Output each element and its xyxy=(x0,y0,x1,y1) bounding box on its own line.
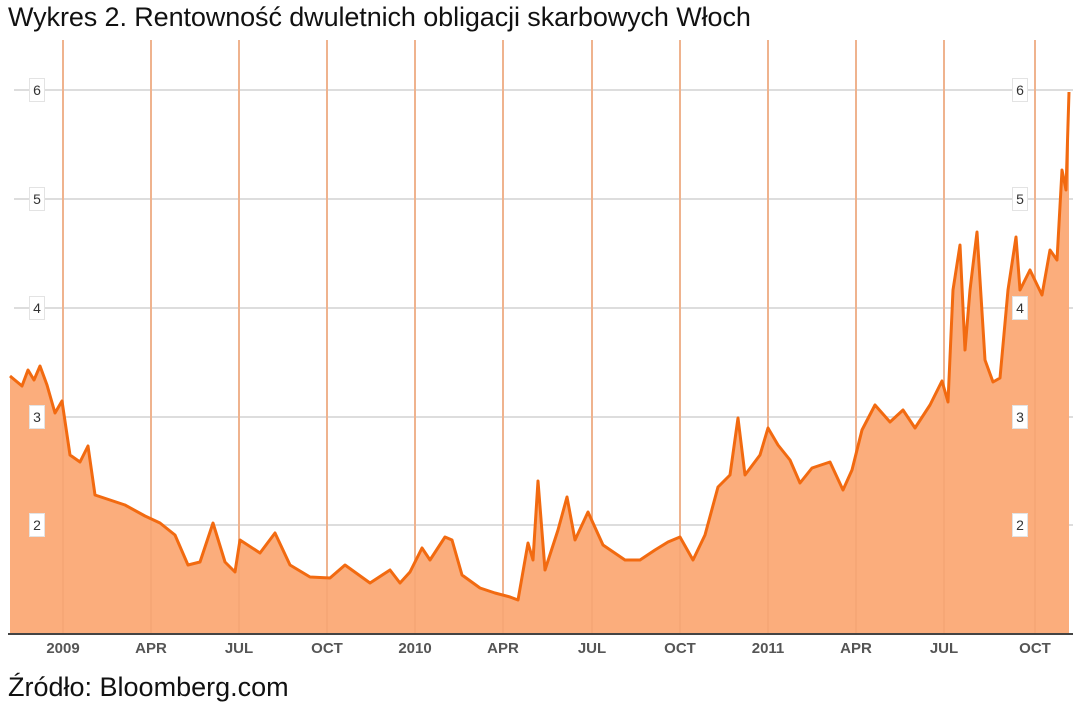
x-tick-label: APR xyxy=(840,640,872,657)
y-tick-label-left: 5 xyxy=(29,187,45,211)
x-tick-label: 2010 xyxy=(398,640,432,657)
y-tick-label-right: 5 xyxy=(1012,187,1028,211)
source-note: Źródło: Bloomberg.com xyxy=(8,672,289,702)
x-tick-label: OCT xyxy=(1019,640,1051,657)
y-tick-label-right: 2 xyxy=(1012,513,1028,537)
chart-title: Wykres 2. Rentowność dwuletnich obligacj… xyxy=(8,2,751,32)
yield-line xyxy=(9,91,1071,602)
x-tick-label: OCT xyxy=(664,640,696,657)
x-tick-label: JUL xyxy=(929,640,959,657)
y-tick-label-right: 3 xyxy=(1012,405,1028,429)
y-tick-label-left: 4 xyxy=(29,296,45,320)
x-tick-label: JUL xyxy=(577,640,607,657)
x-tick-label: APR xyxy=(135,640,167,657)
y-tick-label-right: 4 xyxy=(1012,296,1028,320)
y-tick-label-left: 3 xyxy=(29,405,45,429)
yield-area-fill xyxy=(10,92,1069,634)
x-tick-label: 2009 xyxy=(46,640,80,657)
y-tick-label-left: 2 xyxy=(29,513,45,537)
x-tick-label: JUL xyxy=(224,640,254,657)
y-tick-label-right: 6 xyxy=(1012,78,1028,102)
y-tick-label-left: 6 xyxy=(29,78,45,102)
x-tick-label: OCT xyxy=(311,640,343,657)
x-tick-label: 2011 xyxy=(751,640,785,657)
vertical-gridlines-over-fill xyxy=(62,40,1036,634)
x-tick-label: APR xyxy=(487,640,519,657)
